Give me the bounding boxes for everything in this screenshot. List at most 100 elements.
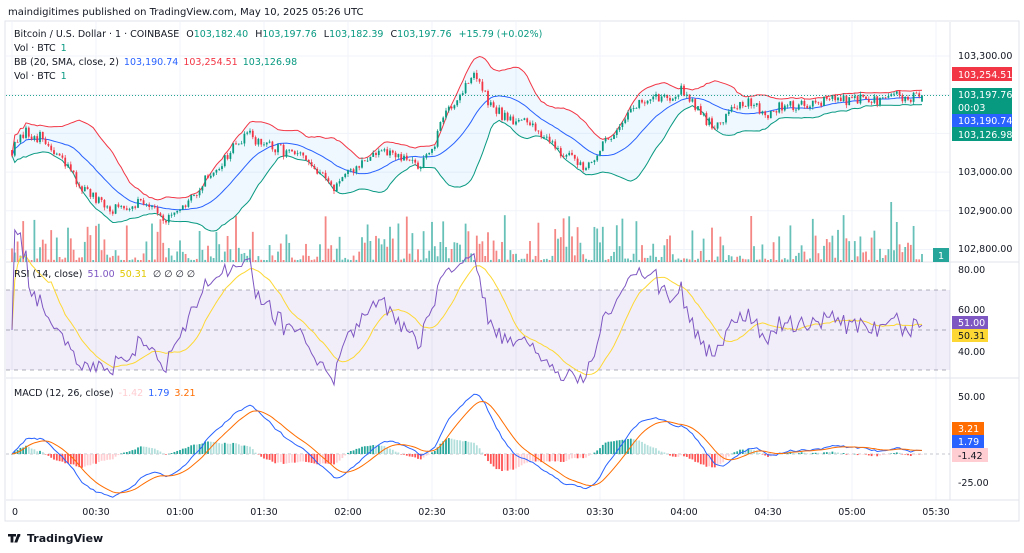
macd-histogram-bar bbox=[845, 454, 848, 455]
brand-name: TradingView bbox=[27, 532, 103, 545]
candle-body bbox=[811, 100, 814, 107]
candle-body bbox=[719, 122, 722, 124]
macd-histogram-bar bbox=[394, 451, 397, 454]
candle-body bbox=[845, 95, 848, 106]
candle-body bbox=[75, 172, 78, 185]
bb-upper-tag bbox=[952, 67, 1012, 81]
candle-body bbox=[167, 214, 170, 223]
macd-histogram-bar bbox=[204, 441, 207, 454]
volume-bar bbox=[13, 252, 16, 262]
macd-histogram-bar bbox=[820, 453, 823, 455]
macd-histogram-bar bbox=[260, 454, 263, 457]
macd-histogram-bar bbox=[548, 454, 551, 462]
candle-body bbox=[453, 105, 456, 109]
volume-bar bbox=[134, 257, 137, 262]
time-tick: 05:00 bbox=[838, 507, 865, 518]
volume-bar bbox=[159, 219, 162, 262]
price-axis[interactable]: 103,300.00 103,000.00 102,900.00 102,800… bbox=[933, 51, 1012, 262]
rsi-axis[interactable]: 80.00 60.00 40.00 51.00 50.31 bbox=[952, 265, 988, 358]
macd-histogram-bar bbox=[638, 440, 641, 454]
svg-text:3.21: 3.21 bbox=[958, 424, 979, 435]
candle-body bbox=[596, 155, 599, 161]
macd-histogram-bar bbox=[571, 454, 573, 459]
candle-body bbox=[730, 106, 733, 112]
candle-body bbox=[685, 94, 688, 96]
candle-body bbox=[579, 162, 582, 165]
macd-histogram-bar bbox=[881, 454, 884, 455]
macd-histogram-bar bbox=[442, 441, 445, 454]
volume-bar bbox=[828, 242, 831, 262]
macd-histogram-bar bbox=[853, 453, 856, 455]
macd-histogram-bar bbox=[271, 454, 274, 462]
macd-histogram-bar bbox=[240, 445, 243, 454]
volume-bar bbox=[109, 257, 111, 262]
time-tick: 02:00 bbox=[334, 507, 361, 518]
macd-histogram-bar bbox=[212, 441, 215, 454]
time-axis[interactable]: 0 00:30 01:00 01:30 02:00 02:30 03:00 03:30 04:0… bbox=[12, 507, 950, 518]
volume-bar bbox=[867, 259, 870, 262]
volume-bar bbox=[669, 235, 671, 262]
rsi-band-fill bbox=[6, 290, 950, 370]
candle-body bbox=[795, 109, 797, 111]
volume-bar bbox=[428, 250, 431, 262]
volume-bar bbox=[47, 259, 50, 262]
volume-bar bbox=[453, 242, 456, 262]
macd-histogram-bar bbox=[355, 448, 358, 454]
candle-body bbox=[501, 107, 503, 120]
volume-bar bbox=[467, 231, 470, 262]
macd-axis[interactable]: 50.00 -25.00 3.21 1.79 -1.42 bbox=[952, 392, 989, 489]
macd-histogram-bar bbox=[386, 448, 389, 454]
macd-histogram-bar bbox=[296, 454, 299, 463]
candle-body bbox=[559, 148, 562, 157]
volume-bar bbox=[313, 259, 316, 262]
candle-body bbox=[72, 170, 75, 173]
volume-bar bbox=[25, 254, 27, 262]
macd-histogram-bar bbox=[207, 441, 209, 454]
candle-body bbox=[912, 92, 915, 102]
macd-histogram-bar bbox=[69, 454, 72, 465]
candle-body bbox=[321, 172, 324, 174]
volume-bar bbox=[16, 241, 19, 262]
macd-histogram-bar bbox=[103, 454, 106, 461]
macd-histogram-bar bbox=[610, 441, 613, 454]
signal-tag bbox=[952, 422, 984, 435]
candle-body bbox=[688, 94, 691, 102]
macd-histogram-bar bbox=[593, 452, 596, 454]
volume-bar bbox=[683, 258, 685, 262]
candle-body bbox=[904, 96, 907, 102]
macd-histogram-bar bbox=[167, 453, 170, 455]
candle-body bbox=[285, 150, 288, 157]
macd-histogram-bar bbox=[862, 454, 865, 455]
macd-histogram-bar bbox=[529, 454, 531, 463]
candle-body bbox=[333, 184, 335, 192]
candle-body bbox=[165, 220, 167, 223]
volume-bar bbox=[288, 242, 291, 262]
candle-body bbox=[97, 197, 100, 203]
candle-body bbox=[235, 143, 237, 145]
macd-histogram-bar bbox=[534, 454, 537, 462]
plot-area[interactable] bbox=[6, 56, 950, 498]
candle-body bbox=[433, 146, 436, 149]
macd-histogram-bar bbox=[341, 454, 344, 459]
volume-bar bbox=[649, 255, 652, 262]
volume-bar bbox=[758, 259, 761, 262]
macd-histogram-bar bbox=[764, 454, 767, 456]
signal-line bbox=[11, 400, 923, 494]
candle-body bbox=[61, 155, 64, 158]
macd-histogram-bar bbox=[842, 453, 845, 454]
macd-histogram-bar bbox=[408, 454, 411, 457]
volume-bar bbox=[859, 236, 862, 262]
volume-bar bbox=[783, 258, 786, 262]
volume-bar bbox=[526, 253, 529, 262]
volume-bar bbox=[596, 228, 599, 262]
macd-histogram-bar bbox=[114, 454, 117, 457]
macd-histogram-bar bbox=[604, 442, 607, 454]
candle-body bbox=[909, 99, 912, 102]
candle-body bbox=[299, 152, 302, 154]
volume-bar bbox=[685, 258, 688, 262]
macd-histogram-bar bbox=[705, 454, 708, 467]
candle-body bbox=[918, 93, 921, 97]
candle-body bbox=[120, 206, 123, 207]
